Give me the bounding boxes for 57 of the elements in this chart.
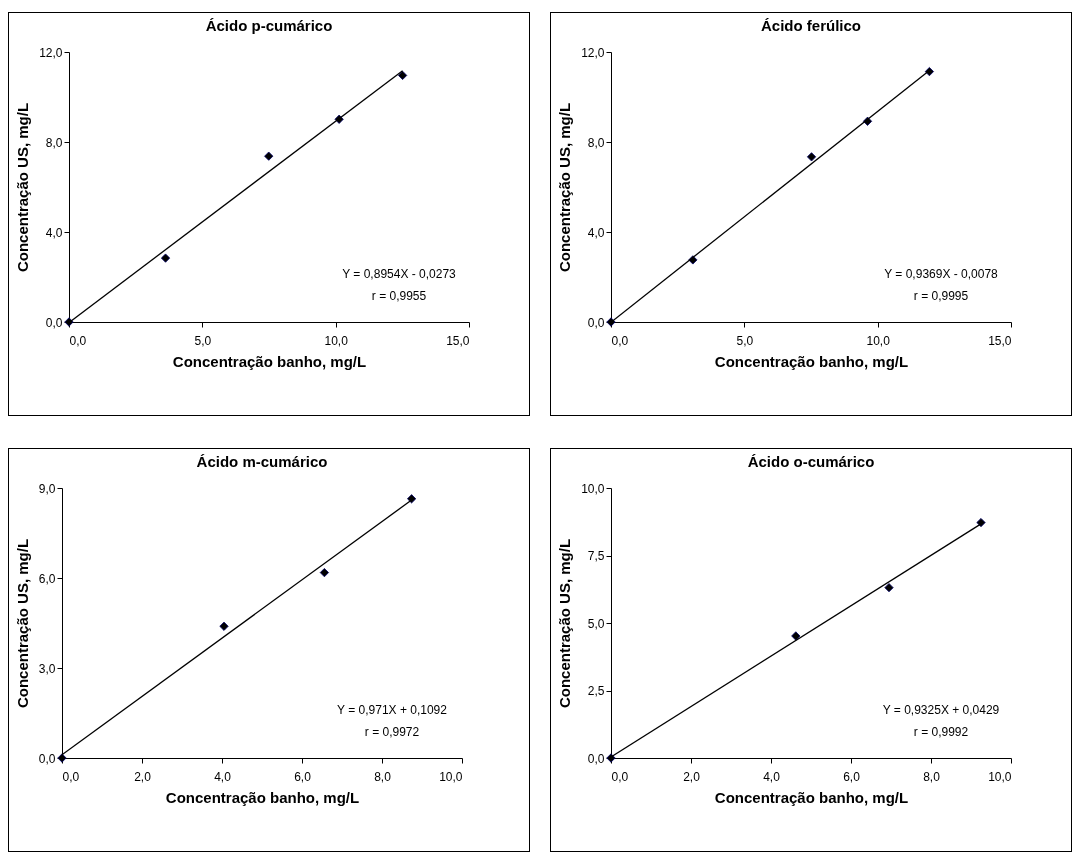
y-tick-label: 8,0 <box>587 135 605 150</box>
chart-title: Ácido m-cumárico <box>196 453 328 470</box>
y-axis-title: Concentração US, mg/L <box>556 538 574 709</box>
x-tick-label: 8,0 <box>923 769 941 784</box>
annotation: Y = 0,8954X - 0,0273 <box>342 267 457 281</box>
annotation: Y = 0,9369X - 0,0078 <box>884 267 999 281</box>
y-axis-title: Concentração US, mg/L <box>556 102 574 273</box>
y-tick-label: 4,0 <box>587 225 605 240</box>
y-tick-label: 4,0 <box>45 225 63 240</box>
x-tick-label: 5,0 <box>736 333 754 348</box>
x-tick-label: 15,0 <box>988 333 1012 348</box>
x-tick-label: 10,0 <box>988 769 1012 784</box>
x-tick-label: 4,0 <box>214 769 232 784</box>
y-tick-label: 0,0 <box>587 751 605 766</box>
x-tick-label: 6,0 <box>843 769 861 784</box>
annotation: r = 0,9992 <box>913 725 969 739</box>
x-tick-label: 2,0 <box>134 769 152 784</box>
annotation: r = 0,9995 <box>913 289 969 303</box>
y-tick-label: 2,5 <box>587 684 605 698</box>
y-tick-label: 12,0 <box>581 45 605 60</box>
y-tick-label: 7,5 <box>587 549 605 563</box>
chart-title: Ácido ferúlico <box>760 17 862 34</box>
chart-title: Ácido p-cumárico <box>205 17 333 34</box>
y-tick-label: 0,0 <box>45 315 63 330</box>
x-axis-title: Concentração banho, mg/L <box>714 352 909 370</box>
x-axis-title: Concentração banho, mg/L <box>172 352 367 370</box>
x-tick-label: 4,0 <box>763 769 781 784</box>
annotation: r = 0,9972 <box>364 725 420 739</box>
annotation: r = 0,9955 <box>371 289 427 303</box>
x-tick-label: 0,0 <box>62 769 80 784</box>
y-tick-label: 6,0 <box>38 571 56 586</box>
chart-title: Ácido o-cumárico <box>747 453 875 470</box>
x-tick-label: 0,0 <box>611 333 629 348</box>
y-tick-label: 9,0 <box>38 481 56 496</box>
y-tick-label: 5,0 <box>587 616 605 631</box>
y-axis-title: Concentração US, mg/L <box>13 538 31 709</box>
annotation: Y = 0,971X + 0,1092 <box>337 703 448 717</box>
x-tick-label: 15,0 <box>446 333 470 348</box>
x-tick-label: 5,0 <box>194 333 212 348</box>
y-tick-label: 10,0 <box>581 481 605 496</box>
x-tick-label: 2,0 <box>683 769 701 784</box>
x-tick-label: 10,0 <box>324 333 349 348</box>
x-tick-label: 0,0 <box>69 333 87 348</box>
annotation: Y = 0,9325X + 0,0429 <box>882 703 1000 717</box>
x-axis-title: Concentração banho, mg/L <box>714 788 909 806</box>
x-tick-label: 6,0 <box>294 769 312 784</box>
y-tick-label: 0,0 <box>587 315 605 330</box>
x-tick-label: 10,0 <box>439 769 463 784</box>
x-tick-label: 8,0 <box>374 769 392 784</box>
x-axis-title: Concentração banho, mg/L <box>165 788 360 806</box>
y-tick-label: 8,0 <box>45 135 63 150</box>
y-tick-label: 3,0 <box>38 661 56 676</box>
y-tick-label: 12,0 <box>39 45 63 60</box>
y-tick-label: 0,0 <box>38 751 56 766</box>
y-axis-title: Concentração US, mg/L <box>14 102 32 273</box>
x-tick-label: 10,0 <box>866 333 891 348</box>
x-tick-label: 0,0 <box>611 769 629 784</box>
